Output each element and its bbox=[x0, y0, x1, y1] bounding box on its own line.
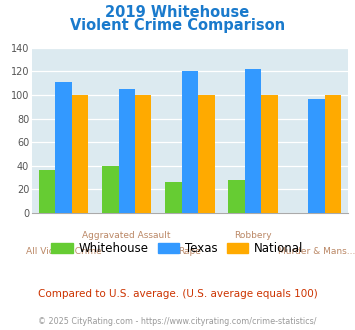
Text: All Violent Crime: All Violent Crime bbox=[26, 248, 102, 256]
Text: Rape: Rape bbox=[179, 248, 201, 256]
Bar bbox=[119, 89, 135, 213]
Text: © 2025 CityRating.com - https://www.cityrating.com/crime-statistics/: © 2025 CityRating.com - https://www.city… bbox=[38, 317, 317, 326]
Bar bbox=[324, 95, 341, 213]
Text: Murder & Mans...: Murder & Mans... bbox=[278, 248, 355, 256]
Text: Compared to U.S. average. (U.S. average equals 100): Compared to U.S. average. (U.S. average … bbox=[38, 289, 317, 299]
Bar bbox=[229, 180, 245, 213]
Bar bbox=[245, 69, 261, 213]
Bar bbox=[261, 95, 278, 213]
Bar bbox=[198, 95, 214, 213]
Bar bbox=[55, 82, 72, 213]
Bar bbox=[308, 99, 324, 213]
Bar bbox=[102, 166, 119, 213]
Bar bbox=[165, 182, 182, 213]
Text: Aggravated Assault: Aggravated Assault bbox=[82, 231, 171, 240]
Text: Violent Crime Comparison: Violent Crime Comparison bbox=[70, 18, 285, 33]
Bar bbox=[182, 71, 198, 213]
Legend: Whitehouse, Texas, National: Whitehouse, Texas, National bbox=[47, 237, 308, 260]
Bar bbox=[135, 95, 151, 213]
Bar bbox=[72, 95, 88, 213]
Text: 2019 Whitehouse: 2019 Whitehouse bbox=[105, 5, 250, 20]
Text: Robbery: Robbery bbox=[234, 231, 272, 240]
Bar bbox=[39, 170, 55, 213]
